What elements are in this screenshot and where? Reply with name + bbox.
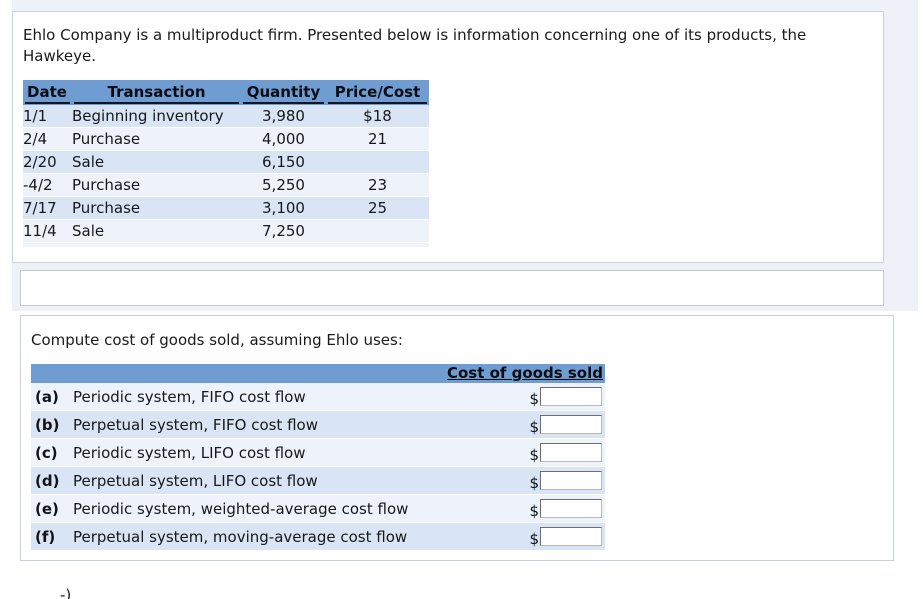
cogs-row-d: (d) Perpetual system, LIFO cost flow $ [31, 467, 605, 495]
row-label: (c) [35, 443, 58, 462]
date-cell: 1/1 [23, 105, 72, 128]
cogs-input-e[interactable] [540, 499, 602, 518]
cogs-row-a: (a) Periodic system, FIFO cost flow $ [31, 383, 605, 411]
table-row: 7/17 Purchase 3,100 25 [23, 196, 429, 220]
intro-line-2: Hawkeye. [23, 47, 96, 65]
transaction-cell: Beginning inventory [72, 105, 241, 128]
transaction-cell: Sale [72, 219, 241, 243]
intro-line-1: Ehlo Company is a multiproduct firm. Pre… [23, 26, 807, 44]
dollar-sign: $ [529, 474, 539, 492]
dollar-sign: $ [529, 446, 539, 464]
transaction-cell: Sale [72, 150, 241, 174]
dollar-sign: $ [529, 418, 539, 436]
inventory-header-row: Date Transaction Quantity Price/Cost [23, 80, 429, 105]
cogs-input-a[interactable] [540, 387, 602, 406]
quantity-cell: 7,250 [241, 219, 326, 243]
transaction-cell: Purchase [72, 173, 241, 197]
cogs-column-header: Cost of goods sold [446, 364, 603, 382]
cogs-header-bar: Cost of goods sold [31, 364, 605, 383]
page-bottom-fragment: -) [60, 586, 72, 599]
date-cell: 2/20 [23, 150, 72, 174]
price-cell: $18 [326, 105, 429, 128]
cogs-input-c[interactable] [540, 443, 602, 462]
cogs-row-e: (e) Periodic system, weighted-average co… [31, 495, 605, 523]
transaction-cell: Purchase [72, 127, 241, 151]
compute-prompt: Compute cost of goods sold, assuming Ehl… [31, 331, 403, 349]
cogs-row-c: (c) Periodic system, LIFO cost flow $ [31, 439, 605, 467]
date-cell: -4/2 [23, 173, 72, 197]
table-row: 2/4 Purchase 4,000 21 [23, 127, 429, 151]
row-label: (f) [35, 527, 56, 546]
cogs-row-b: (b) Perpetual system, FIFO cost flow $ [31, 411, 605, 439]
quantity-cell: 3,980 [241, 105, 326, 128]
quantity-cell: 4,000 [241, 127, 326, 151]
quantity-cell: 3,100 [241, 196, 326, 220]
date-cell: 7/17 [23, 196, 72, 220]
row-label: (a) [35, 387, 59, 406]
transaction-column-header: Transaction [72, 80, 241, 105]
cogs-table: Cost of goods sold (a) Periodic system, … [31, 364, 605, 551]
row-description: Periodic system, LIFO cost flow [73, 443, 306, 462]
quantity-cell: 6,150 [241, 150, 326, 174]
row-description: Perpetual system, LIFO cost flow [73, 471, 318, 490]
price-column-header: Price/Cost [326, 80, 429, 105]
inventory-table: Date Transaction Quantity Price/Cost 1/1… [23, 80, 429, 243]
price-cell: 21 [326, 127, 429, 151]
row-description: Periodic system, FIFO cost flow [73, 387, 306, 406]
price-cell [326, 150, 429, 174]
row-description: Perpetual system, moving-average cost fl… [73, 527, 408, 546]
cogs-input-b[interactable] [540, 415, 602, 434]
dollar-sign: $ [529, 530, 539, 548]
dollar-sign: $ [529, 390, 539, 408]
table-row: 2/20 Sale 6,150 [23, 150, 429, 174]
compute-panel: Compute cost of goods sold, assuming Ehl… [20, 315, 894, 561]
row-description: Periodic system, weighted-average cost f… [73, 499, 409, 518]
price-cell [326, 219, 429, 243]
spacer-panel [20, 270, 884, 306]
row-label: (d) [35, 471, 60, 490]
table-row: -4/2 Purchase 5,250 23 [23, 173, 429, 197]
inventory-table-wrap: Date Transaction Quantity Price/Cost 1/1… [23, 80, 429, 247]
table-row: 11/4 Sale 7,250 [23, 219, 429, 243]
problem-statement-panel: Ehlo Company is a multiproduct firm. Pre… [12, 11, 884, 263]
row-description: Perpetual system, FIFO cost flow [73, 415, 318, 434]
quantity-column-header: Quantity [241, 80, 326, 105]
dollar-sign: $ [529, 502, 539, 520]
cogs-input-f[interactable] [540, 527, 602, 546]
date-cell: 2/4 [23, 127, 72, 151]
row-label: (b) [35, 415, 60, 434]
date-column-header: Date [23, 80, 72, 105]
transaction-cell: Purchase [72, 196, 241, 220]
price-cell: 25 [326, 196, 429, 220]
cogs-input-d[interactable] [540, 471, 602, 490]
price-cell: 23 [326, 173, 429, 197]
table-row: 1/1 Beginning inventory 3,980 $18 [23, 105, 429, 128]
cogs-row-f: (f) Perpetual system, moving-average cos… [31, 523, 605, 551]
row-label: (e) [35, 499, 59, 518]
date-cell: 11/4 [23, 219, 72, 243]
quantity-cell: 5,250 [241, 173, 326, 197]
